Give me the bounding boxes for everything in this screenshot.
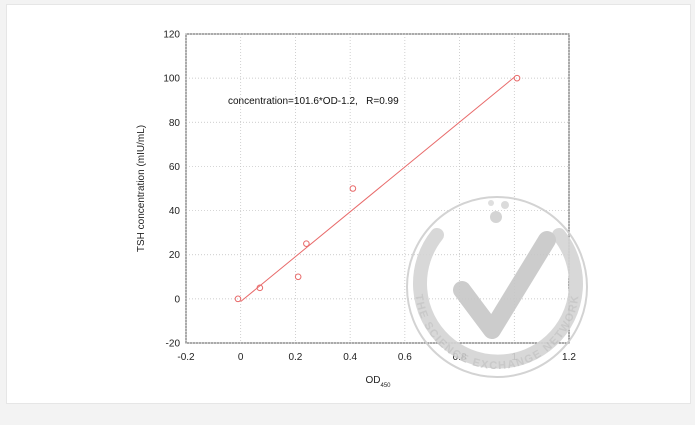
y-tick-label: 60 <box>169 162 181 173</box>
checkmark-badge-icon <box>453 231 556 339</box>
data-point <box>349 185 357 192</box>
watermark-bubble-icon <box>488 200 494 206</box>
data-point <box>294 273 302 281</box>
watermark-outer-ring <box>406 196 588 378</box>
y-tick-label: -20 <box>166 339 181 350</box>
data-point <box>513 74 521 82</box>
y-tick-label: 0 <box>174 294 180 305</box>
fit-line <box>240 76 515 302</box>
x-tick-label: 1.2 <box>562 352 576 363</box>
x-tick-label: 0 <box>238 352 244 363</box>
watermark-bubble-icon <box>501 201 509 209</box>
data-point <box>256 284 264 292</box>
figure-card: -0.2 0 0.2 0.4 0.6 0.8 1 1.2 -20 0 20 40 60 80 100 120… <box>6 4 691 404</box>
data-point <box>234 295 242 303</box>
x-axis-label-subscript: 450 <box>381 383 392 389</box>
x-tick-label: 0.4 <box>343 352 357 363</box>
y-axis-label: TSH concentration (mIU/mL) <box>136 125 147 252</box>
scatter-chart: -0.2 0 0.2 0.4 0.6 0.8 1 1.2 -20020406080100120… <box>136 30 588 389</box>
x-axis-label-main: OD <box>366 375 381 386</box>
y-tick-label: 120 <box>163 30 180 41</box>
y-tick-label: 100 <box>163 74 180 85</box>
y-tick-label: 40 <box>169 206 181 217</box>
y-tick-labels: -20 0 20 40 60 80 100 120 <box>163 30 180 350</box>
data-points <box>234 74 521 303</box>
data-point <box>303 240 310 247</box>
equation-annotation: concentration=101.6*OD-1.2, R=0.99 <box>228 96 399 107</box>
x-tick-label: 0.6 <box>398 352 412 363</box>
x-tick-label: 0.2 <box>288 352 302 363</box>
watermark-ring-icon <box>413 228 583 369</box>
y-tick-label: 20 <box>169 250 181 261</box>
grid-lines <box>185 33 570 344</box>
x-tick-label: -0.2 <box>177 352 195 363</box>
watermark-bubble-icon <box>490 211 502 223</box>
y-tick-label: 80 <box>169 118 181 129</box>
x-axis-label: OD450 <box>366 375 392 389</box>
